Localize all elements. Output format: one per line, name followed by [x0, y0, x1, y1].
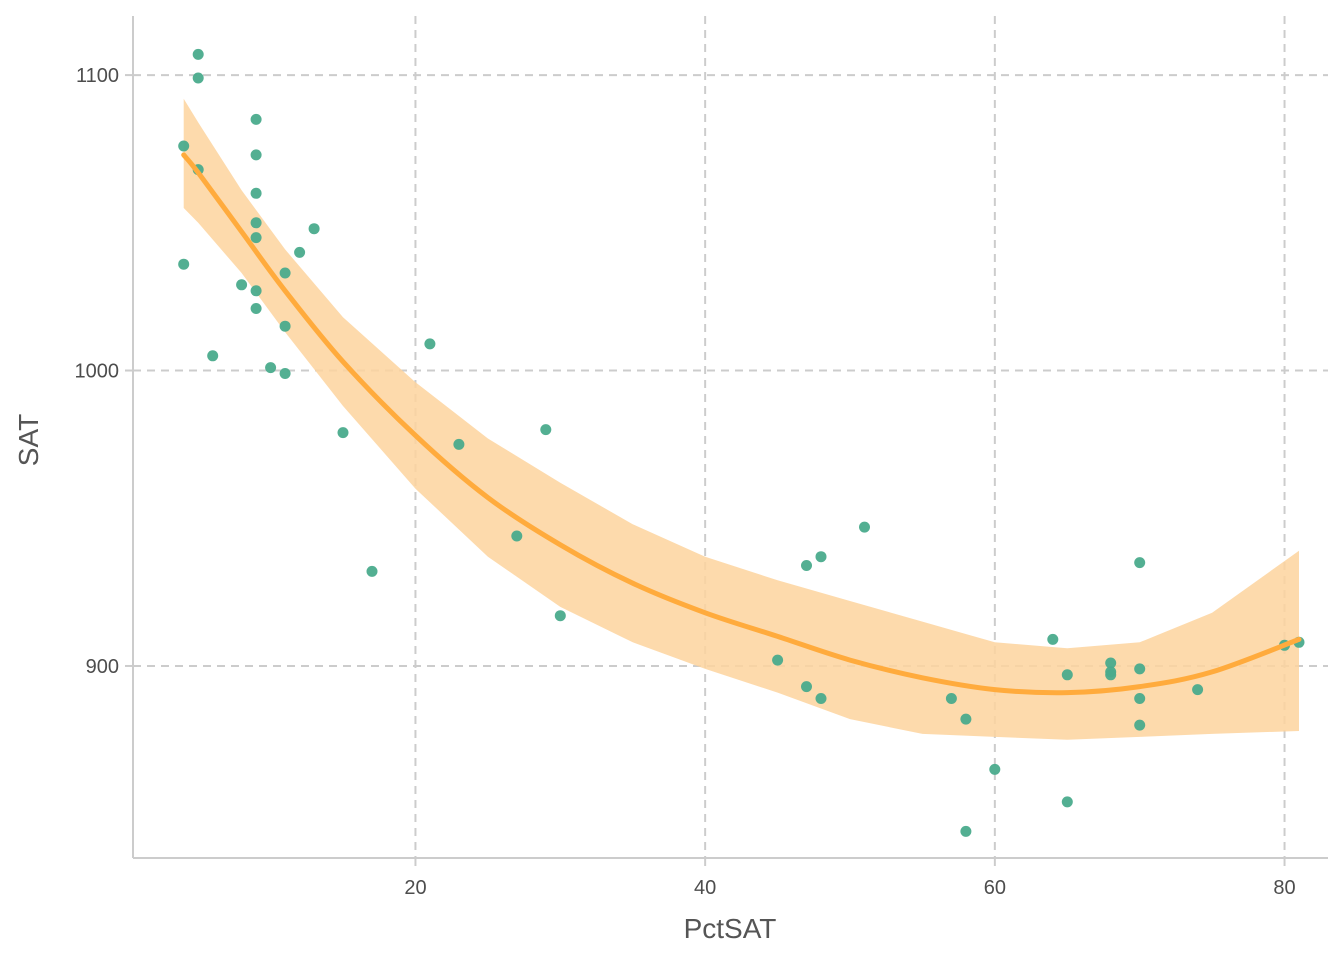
data-point — [1105, 669, 1117, 681]
data-point — [250, 285, 262, 297]
data-point — [1105, 657, 1117, 669]
data-point — [1061, 796, 1073, 808]
y-tick-label: 1100 — [76, 65, 119, 87]
data-point — [1061, 669, 1073, 681]
data-point — [772, 654, 784, 666]
data-point — [178, 140, 190, 152]
data-point — [1134, 719, 1146, 731]
y-tick-label: 1000 — [75, 361, 120, 383]
data-point — [279, 320, 291, 332]
data-point — [801, 681, 812, 693]
data-point — [1192, 684, 1204, 696]
data-point — [815, 693, 827, 704]
axes — [125, 16, 1328, 866]
x-tick-label: 40 — [694, 877, 716, 899]
data-point — [207, 350, 219, 362]
data-point — [250, 187, 262, 199]
data-point — [308, 223, 320, 235]
data-point — [801, 560, 812, 571]
data-point — [960, 713, 972, 725]
data-point — [366, 565, 378, 577]
data-point — [250, 232, 262, 244]
x-tick-label: 60 — [984, 877, 1006, 899]
data-point — [1134, 663, 1146, 675]
data-point — [294, 246, 306, 258]
y-axis-title: SAT — [13, 414, 44, 466]
data-point — [554, 610, 566, 622]
data-point — [945, 693, 957, 704]
data-point — [178, 258, 190, 270]
data-point — [279, 368, 291, 379]
fit-line-path — [181, 152, 1302, 696]
x-tick-label: 20 — [404, 877, 426, 899]
data-point — [250, 217, 262, 229]
data-point — [192, 48, 204, 60]
data-point — [279, 267, 291, 279]
data-point — [540, 424, 552, 436]
data-point — [859, 521, 870, 533]
tick-labels: 20 40 60 80 900 1000 1100 — [75, 65, 1296, 899]
data-point — [424, 338, 436, 350]
data-point — [250, 113, 262, 125]
data-point — [815, 551, 827, 563]
data-point — [989, 763, 1001, 775]
data-point — [250, 149, 262, 161]
fit-line — [181, 152, 1302, 696]
data-point — [511, 530, 523, 542]
confidence-band — [183, 98, 1300, 740]
x-tick-label: 80 — [1273, 877, 1295, 899]
data-point — [1047, 633, 1059, 645]
y-tick-label: 900 — [86, 656, 119, 678]
data-point — [337, 427, 349, 439]
confidence-band-area — [183, 98, 1300, 740]
data-point — [192, 72, 204, 84]
data-point — [236, 279, 248, 291]
data-point — [1134, 557, 1146, 569]
x-axis-title: PctSAT — [684, 913, 777, 944]
data-point — [250, 303, 262, 314]
data-point — [960, 825, 972, 837]
data-point — [1134, 693, 1146, 704]
data-point — [265, 362, 277, 374]
data-point — [453, 438, 465, 450]
